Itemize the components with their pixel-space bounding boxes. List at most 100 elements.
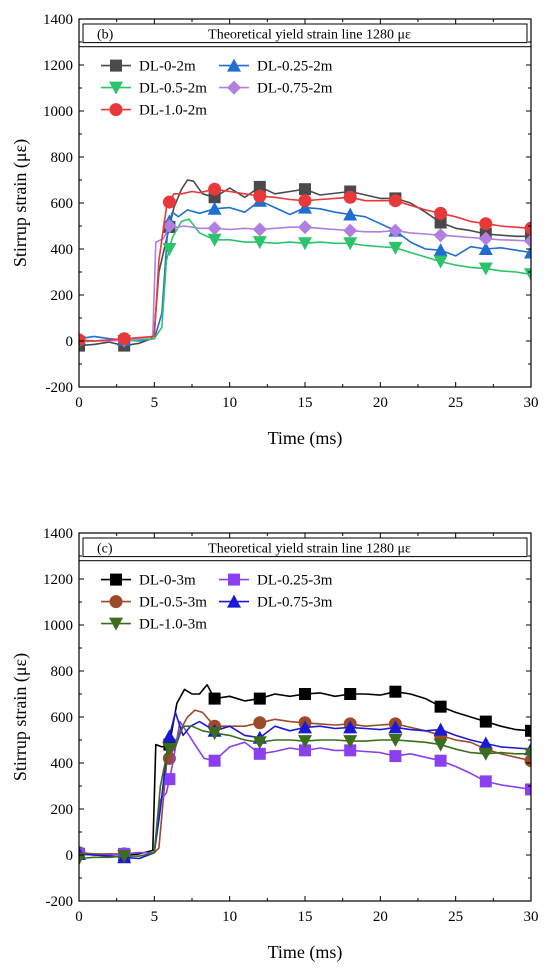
data-point-DL-0.75-2m xyxy=(207,221,222,236)
legend-label: DL-0.5-2m xyxy=(139,81,207,97)
data-point-DL-0-3m xyxy=(525,724,531,737)
legend-marker xyxy=(109,617,123,631)
data-point-DL-1.0-2m xyxy=(208,182,222,196)
legend-marker xyxy=(109,81,123,95)
data-point-DL-0.25-3m xyxy=(163,773,176,786)
x-tick-label: 20 xyxy=(373,395,388,411)
data-point-DL-0-2m xyxy=(253,180,266,193)
data-point-DL-1.0-3m xyxy=(478,747,493,761)
legend-marker xyxy=(228,573,240,586)
y-axis-label: Stirrup strain (με) xyxy=(10,139,31,267)
yield-annotation: Theoretical yield strain line 1280 με xyxy=(208,28,411,43)
y-tick-label: 200 xyxy=(51,802,74,818)
legend-label: DL-0.25-2m xyxy=(257,59,333,75)
y-axis-label: Stirrup strain (με) xyxy=(10,653,31,781)
legend-label: DL-0.75-2m xyxy=(257,81,333,97)
data-point-DL-0.25-3m xyxy=(344,744,357,757)
data-point-DL-1.0-3m xyxy=(388,734,403,747)
x-tick-label: 30 xyxy=(524,909,539,925)
legend-marker xyxy=(110,59,122,72)
data-point-DL-0.75-2m xyxy=(433,228,448,243)
data-point-DL-1.0-2m xyxy=(79,333,86,347)
x-tick-label: 25 xyxy=(448,395,463,411)
x-tick-label: 25 xyxy=(448,909,463,925)
data-point-DL-0.5-2m xyxy=(298,237,312,251)
data-point-DL-1.0-2m xyxy=(162,195,176,209)
data-point-DL-0.5-2m xyxy=(343,237,358,251)
data-point-DL-1.0-2m xyxy=(298,194,312,208)
data-point-DL-1.0-3m xyxy=(162,742,177,756)
data-point-DL-0.75-2m xyxy=(298,220,312,235)
data-point-DL-1.0-3m xyxy=(79,852,86,866)
data-point-DL-0.75-3m xyxy=(433,722,448,736)
data-point-DL-0.25-2m xyxy=(433,243,448,257)
data-point-DL-0.75-2m xyxy=(524,233,531,248)
data-point-DL-0-2m xyxy=(525,230,531,243)
y-tick-label: 0 xyxy=(66,848,74,864)
data-point-DL-0.75-2m xyxy=(343,223,358,238)
data-point-DL-0.25-3m xyxy=(253,747,266,760)
x-tick-label: 5 xyxy=(151,395,159,411)
x-tick-label: 10 xyxy=(222,909,237,925)
data-point-DL-0-3m xyxy=(344,688,357,700)
legend-marker xyxy=(227,80,241,95)
y-tick-label: -200 xyxy=(46,380,74,396)
panel-label: (b) xyxy=(97,28,114,43)
data-point-DL-0.75-3m xyxy=(478,736,493,750)
legend-label: DL-0-2m xyxy=(139,59,196,75)
series-line-DL-1.0-3m xyxy=(79,725,531,860)
data-point-DL-0.25-3m xyxy=(208,754,221,767)
legend-marker xyxy=(110,573,122,586)
data-point-DL-0-2m xyxy=(299,183,311,196)
data-point-DL-1.0-3m xyxy=(207,727,222,741)
y-tick-label: 400 xyxy=(51,756,74,772)
data-point-DL-0.25-3m xyxy=(299,744,311,757)
panel-label: (c) xyxy=(97,542,113,557)
y-tick-label: 0 xyxy=(66,334,74,350)
y-tick-label: 1000 xyxy=(43,104,73,120)
data-point-DL-0.25-2m xyxy=(343,207,358,221)
series-line-DL-0.75-3m xyxy=(79,711,531,860)
data-point-DL-1.0-3m xyxy=(433,738,448,752)
data-point-DL-0.5-2m xyxy=(207,233,222,247)
legend: DL-0-2m DL-0.25-2m DL-0.5-2m DL-0.75-2m DL-1… xyxy=(101,58,333,119)
data-point-DL-1.0-2m xyxy=(343,190,357,204)
data-point-DL-0.75-3m xyxy=(298,720,312,734)
data-point-DL-1.0-3m xyxy=(298,735,312,749)
data-point-DL-0.5-2m xyxy=(433,255,448,269)
data-point-DL-0.5-3m xyxy=(253,716,267,730)
data-point-DL-0.25-3m xyxy=(434,754,447,767)
x-axis-label: Time (ms) xyxy=(268,428,343,449)
y-tick-label: 1200 xyxy=(43,58,73,74)
series-lines xyxy=(79,179,531,352)
series-lines xyxy=(79,684,531,866)
data-point-DL-0.75-3m xyxy=(162,729,177,743)
data-point-DL-1.0-3m xyxy=(524,747,531,761)
legend-label: DL-0.5-3m xyxy=(139,595,207,611)
y-tick-label: 800 xyxy=(51,664,74,680)
data-point-DL-0.5-2m xyxy=(162,243,177,256)
x-tick-label: 10 xyxy=(222,395,237,411)
data-point-DL-0-3m xyxy=(434,700,447,713)
y-tick-label: 800 xyxy=(51,150,74,166)
legend-marker xyxy=(227,594,241,608)
y-tick-label: 1000 xyxy=(43,618,73,634)
legend-label: DL-0-3m xyxy=(139,573,196,589)
data-point-DL-0.25-2m xyxy=(207,201,222,215)
data-point-DL-1.0-2m xyxy=(117,332,131,346)
data-point-DL-1.0-2m xyxy=(253,189,267,203)
y-tick-label: 1200 xyxy=(43,572,73,588)
series-line-DL-0.5-2m xyxy=(79,218,531,343)
data-point-DL-0.5-2m xyxy=(252,236,267,250)
series-line-DL-1.0-2m xyxy=(79,188,531,342)
data-point-DL-0.25-3m xyxy=(479,775,492,788)
series-line-DL-0.25-2m xyxy=(79,199,531,342)
y-tick-label: 1400 xyxy=(43,526,73,542)
data-point-DL-0-3m xyxy=(253,692,266,705)
x-tick-label: 0 xyxy=(75,395,83,411)
series-line-DL-0.75-2m xyxy=(79,225,531,342)
data-point-DL-1.0-2m xyxy=(524,221,531,235)
data-point-DL-0.75-2m xyxy=(252,222,267,237)
legend-label: DL-1.0-3m xyxy=(139,617,207,633)
legend-marker xyxy=(227,58,241,72)
